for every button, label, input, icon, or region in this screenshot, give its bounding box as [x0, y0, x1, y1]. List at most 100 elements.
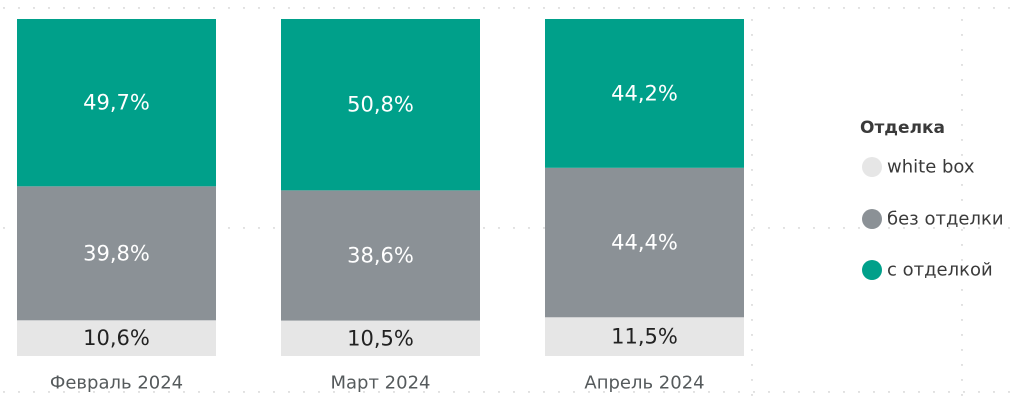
- grid-dot: [108, 7, 110, 9]
- grid-dot: [108, 391, 110, 393]
- data-label: 44,4%: [611, 231, 678, 255]
- grid-dot: [393, 7, 395, 9]
- data-label: 11,5%: [611, 325, 678, 349]
- grid-dot: [858, 227, 860, 229]
- grid-dot: [948, 391, 950, 393]
- grid-dot: [961, 229, 963, 231]
- grid-dot: [961, 244, 963, 246]
- data-label: 38,6%: [347, 243, 414, 267]
- grid-dot: [528, 391, 530, 393]
- grid-dot: [961, 199, 963, 201]
- grid-dot: [693, 391, 695, 393]
- grid-dot: [961, 334, 963, 336]
- segment-labels-group: 10,6% 39,8% 49,7% 10,5% 38,6% 50,8% 11,5% 44,4%…: [83, 81, 678, 350]
- grid-dot: [961, 184, 963, 186]
- grid-dot: [963, 227, 965, 229]
- grid-dot: [858, 391, 860, 393]
- grid-dot: [933, 7, 935, 9]
- grid-dot: [751, 289, 753, 291]
- grid-dot: [48, 7, 50, 9]
- grid-dot: [751, 364, 753, 366]
- grid-dot: [588, 7, 590, 9]
- grid-dot: [751, 79, 753, 81]
- grid-dot: [751, 94, 753, 96]
- grid-dot: [603, 7, 605, 9]
- grid-dot: [1008, 7, 1010, 9]
- grid-dot: [183, 391, 185, 393]
- grid-dot: [543, 7, 545, 9]
- grid-dot: [768, 227, 770, 229]
- grid-dot: [423, 391, 425, 393]
- bar-segment: [17, 19, 216, 187]
- grid-dot: [348, 391, 350, 393]
- grid-dot: [228, 7, 230, 9]
- grid-dot: [468, 391, 470, 393]
- grid-dot: [961, 379, 963, 381]
- grid-dot: [483, 391, 485, 393]
- grid-dot: [961, 364, 963, 366]
- grid-dot: [3, 7, 5, 9]
- grid-dot: [378, 391, 380, 393]
- bar-segment: [545, 19, 744, 168]
- grid-dot: [363, 7, 365, 9]
- grid-dot: [693, 7, 695, 9]
- grid-dot: [603, 391, 605, 393]
- category-label: Февраль 2024: [50, 373, 183, 394]
- grid-dot: [333, 391, 335, 393]
- grid-dot: [648, 7, 650, 9]
- grid-dot: [843, 391, 845, 393]
- grid-dot: [738, 391, 740, 393]
- grid-dot: [468, 7, 470, 9]
- grid-dot: [483, 227, 485, 229]
- grid-dot: [978, 391, 980, 393]
- grid-dot: [33, 391, 35, 393]
- grid-dot: [961, 259, 963, 261]
- grid-dot: [751, 139, 753, 141]
- grid-dot: [558, 7, 560, 9]
- grid-dot: [408, 7, 410, 9]
- grid-dot: [978, 227, 980, 229]
- grid-dot: [751, 64, 753, 66]
- grid-dot: [751, 304, 753, 306]
- grid-dot: [78, 391, 80, 393]
- grid-dot: [753, 391, 755, 393]
- grid-dot: [258, 227, 260, 229]
- grid-dot: [273, 227, 275, 229]
- grid-dot: [961, 64, 963, 66]
- legend-item-label: white box: [887, 157, 975, 178]
- bar-segment: [281, 320, 480, 356]
- data-label: 49,7%: [83, 91, 150, 115]
- grid-dot: [783, 227, 785, 229]
- grid-dot: [993, 391, 995, 393]
- grid-dot: [933, 227, 935, 229]
- grid-dot: [288, 7, 290, 9]
- grid-dot: [961, 124, 963, 126]
- grid-dot: [213, 7, 215, 9]
- grid-dot: [123, 7, 125, 9]
- grid-dot: [288, 391, 290, 393]
- grid-dot: [408, 391, 410, 393]
- grid-dot: [751, 379, 753, 381]
- grid-dot: [633, 7, 635, 9]
- grid-dot: [168, 7, 170, 9]
- grid-dot: [228, 227, 230, 229]
- grid-dot: [738, 7, 740, 9]
- grid-dot: [198, 391, 200, 393]
- grid-dot: [138, 391, 140, 393]
- grid-dot: [498, 227, 500, 229]
- grid-dot: [18, 391, 20, 393]
- grid-dot: [888, 227, 890, 229]
- grid-dot: [888, 7, 890, 9]
- grid-dot: [753, 227, 755, 229]
- grid-dot: [633, 391, 635, 393]
- grid-dot: [228, 391, 230, 393]
- legend-swatch: [862, 260, 882, 280]
- grid-dot: [198, 7, 200, 9]
- grid-dot: [648, 391, 650, 393]
- grid-dot: [843, 227, 845, 229]
- grid-dot: [513, 7, 515, 9]
- grid-dot: [3, 227, 5, 229]
- grid-dot: [753, 7, 755, 9]
- legend-item-label: с отделкой: [887, 260, 993, 281]
- grid-dot: [573, 7, 575, 9]
